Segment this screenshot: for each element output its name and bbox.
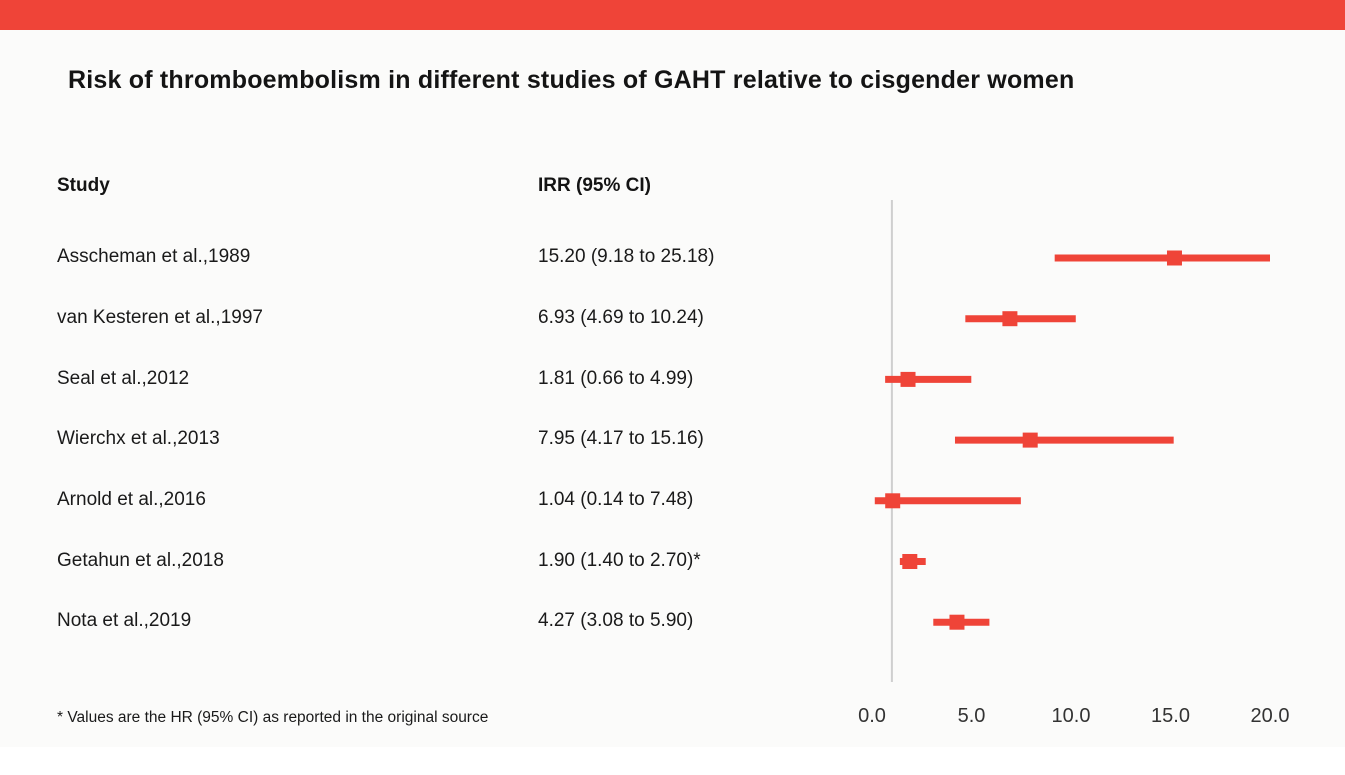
study-name: Seal et al.,2012	[57, 367, 190, 389]
study-name: Asscheman et al.,1989	[57, 246, 251, 268]
table-row: Asscheman et al.,1989 15.20 (9.18 to 25.1…	[0, 227, 1345, 288]
column-headers: Study IRR (95% CI)	[0, 175, 1345, 199]
footnote: * Values are the HR (95% CI) as reported…	[57, 709, 489, 726]
table-row: Seal et al.,2012 1.81 (0.66 to 4.99)	[0, 348, 1345, 409]
column-header-irr: IRR (95% CI)	[538, 175, 651, 196]
study-name: Wierchx et al.,2013	[57, 428, 220, 450]
irr-value: 1.90 (1.40 to 2.70)*	[538, 549, 701, 571]
x-axis-label: 5.0	[958, 705, 986, 727]
x-axis-label: 10.0	[1052, 705, 1091, 727]
table-row: van Kesteren et al.,1997 6.93 (4.69 to 10…	[0, 288, 1345, 349]
irr-value: 1.81 (0.66 to 4.99)	[538, 367, 694, 389]
x-axis-label: 15.0	[1151, 705, 1190, 727]
irr-value: 4.27 (3.08 to 5.90)	[538, 610, 694, 632]
irr-value: 6.93 (4.69 to 10.24)	[538, 307, 704, 329]
table-row: Arnold et al.,2016 1.04 (0.14 to 7.48)	[0, 470, 1345, 531]
irr-value: 7.95 (4.17 to 15.16)	[538, 428, 704, 450]
study-name: Nota et al.,2019	[57, 610, 192, 632]
column-header-study: Study	[57, 175, 110, 196]
study-name: Getahun et al.,2018	[57, 549, 224, 571]
x-axis-label: 0.0	[858, 705, 886, 727]
table-row: Nota et al.,2019 4.27 (3.08 to 5.90)	[0, 591, 1345, 652]
page-title: Risk of thromboembolism in different stu…	[68, 66, 1075, 94]
irr-value: 15.20 (9.18 to 25.18)	[538, 246, 715, 268]
study-name: van Kesteren et al.,1997	[57, 307, 263, 329]
top-bar	[0, 0, 1345, 30]
table-row: Getahun et al.,2018 1.90 (1.40 to 2.70)*	[0, 530, 1345, 591]
study-name: Arnold et al.,2016	[57, 489, 206, 511]
bottom-strip	[0, 747, 1345, 775]
x-axis-label: 20.0	[1251, 705, 1290, 727]
study-rows: Asscheman et al.,1989 15.20 (9.18 to 25.1…	[0, 227, 1345, 652]
irr-value: 1.04 (0.14 to 7.48)	[538, 489, 694, 511]
table-row: Wierchx et al.,2013 7.95 (4.17 to 15.16)	[0, 409, 1345, 470]
